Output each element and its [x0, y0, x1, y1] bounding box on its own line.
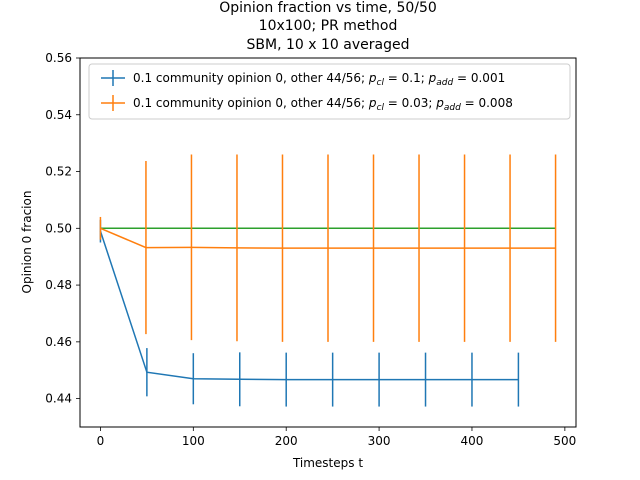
y-tick-label: 0.46 — [45, 335, 72, 349]
legend-box — [88, 63, 571, 120]
y-tick-label: 0.48 — [45, 278, 72, 292]
series-layer — [99, 154, 557, 407]
y-tick-label: 0.44 — [45, 392, 72, 406]
legend-label-2-p2-value: 0.008 — [478, 96, 512, 110]
x-tick-label: 200 — [275, 434, 298, 448]
legend-label-1-p2-value: 0.001 — [471, 71, 505, 85]
chart-title-line-3: SBM, 10 x 10 averaged — [247, 37, 410, 53]
x-tick-label: 400 — [461, 434, 484, 448]
legend-label-1: 0.1 community opinion 0, other 44/56; pc… — [133, 71, 505, 88]
legend-entry-2: 0.1 community opinion 0, other 44/56; pc… — [101, 95, 513, 113]
y-tick-label: 0.54 — [45, 108, 72, 122]
plot-frame — [79, 57, 577, 428]
chart-title-line-2: 10x100; PR method — [259, 18, 398, 34]
axis-ticks: 0 100 200 300 400 500 0.44 0.46 0.48 0.50 0.52 0.54… — [45, 51, 576, 448]
y-tick-label: 0.52 — [45, 165, 72, 179]
legend-label-2-p2-name: add — [444, 103, 461, 113]
series-2 — [99, 154, 557, 342]
legend-label-2-p1-value: 0.03 — [402, 96, 429, 110]
x-tick-label: 500 — [553, 434, 576, 448]
x-tick-label: 100 — [182, 434, 205, 448]
legend-label-2-p1-name: cl — [377, 103, 385, 113]
legend-label-1-p2-name: add — [436, 78, 453, 88]
legend-label-1-p1-value: 0.1 — [402, 71, 421, 85]
y-tick-label: 0.56 — [45, 51, 72, 65]
x-tick-label: 300 — [368, 434, 391, 448]
legend-label-1-prefix: 0.1 community opinion 0, other 44/56; — [133, 71, 369, 85]
legend-label-2: 0.1 community opinion 0, other 44/56; pc… — [133, 96, 513, 113]
legend-label-2-prefix: 0.1 community opinion 0, other 44/56; — [133, 96, 369, 110]
legend: 0.1 community opinion 0, other 44/56; pc… — [88, 63, 571, 120]
y-axis-label: Opinion 0 fracion — [20, 191, 34, 294]
x-tick-label: 0 — [97, 434, 105, 448]
legend-entry-1: 0.1 community opinion 0, other 44/56; pc… — [101, 70, 505, 88]
y-tick-label: 0.50 — [45, 221, 72, 235]
chart-title-line-1: Opinion fraction vs time, 50/50 — [219, 0, 437, 16]
series-1-line — [99, 230, 519, 381]
legend-label-1-p1-name: cl — [377, 78, 385, 88]
x-axis-label: Timesteps t — [292, 456, 363, 470]
